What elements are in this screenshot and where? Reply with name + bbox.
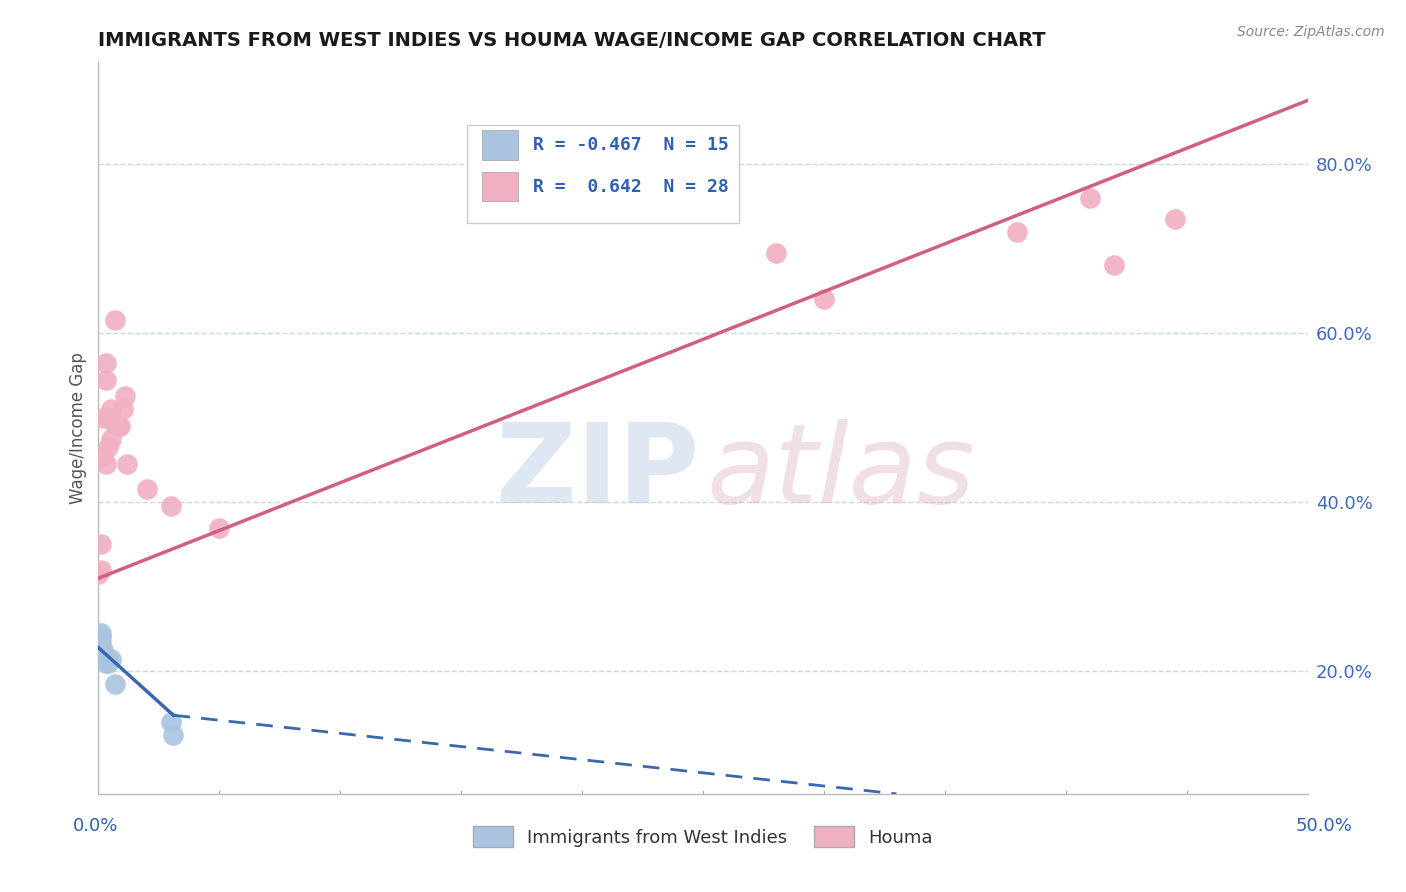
Point <box>91 648 114 662</box>
Point <box>100 402 122 417</box>
Point <box>160 714 183 729</box>
Bar <box>467 125 740 223</box>
Point <box>91 410 114 425</box>
Point <box>90 537 112 551</box>
Point <box>111 402 134 417</box>
Text: Source: ZipAtlas.com: Source: ZipAtlas.com <box>1237 25 1385 39</box>
Text: IMMIGRANTS FROM WEST INDIES VS HOUMA WAGE/INCOME GAP CORRELATION CHART: IMMIGRANTS FROM WEST INDIES VS HOUMA WAG… <box>98 30 1046 50</box>
Point <box>765 245 787 260</box>
Point <box>101 415 124 429</box>
Text: atlas: atlas <box>707 418 976 525</box>
Point <box>94 656 117 670</box>
Point <box>208 520 231 534</box>
Legend: Immigrants from West Indies, Houma: Immigrants from West Indies, Houma <box>465 819 941 855</box>
Point <box>87 567 110 582</box>
Point <box>91 651 114 665</box>
Point <box>1078 191 1101 205</box>
Bar <box>482 172 517 202</box>
Point <box>1102 259 1125 273</box>
Point <box>90 563 112 577</box>
Point <box>114 389 136 403</box>
Point <box>90 626 112 640</box>
Point <box>1163 211 1185 226</box>
Point <box>104 313 127 327</box>
Text: R =  0.642  N = 28: R = 0.642 N = 28 <box>533 178 728 195</box>
Text: ZIP: ZIP <box>496 418 699 525</box>
Point <box>135 483 157 497</box>
Point <box>87 651 110 665</box>
Point <box>91 449 114 463</box>
Point <box>97 651 120 665</box>
Point <box>100 432 122 446</box>
Point <box>97 410 120 425</box>
Point <box>162 728 184 742</box>
Point <box>117 457 139 471</box>
Point <box>94 372 117 386</box>
Point <box>104 677 127 691</box>
Point <box>90 631 112 645</box>
Point <box>107 419 129 434</box>
Y-axis label: Wage/Income Gap: Wage/Income Gap <box>69 352 87 504</box>
Point <box>94 356 117 370</box>
Text: 50.0%: 50.0% <box>1296 817 1353 835</box>
Point <box>91 643 114 657</box>
Point <box>90 634 112 648</box>
Point <box>94 457 117 471</box>
Point <box>1007 225 1029 239</box>
Point <box>97 440 120 454</box>
Point <box>97 656 120 670</box>
Point <box>94 651 117 665</box>
Bar <box>482 130 517 160</box>
Point <box>813 292 835 306</box>
Point <box>108 419 131 434</box>
Point <box>100 651 122 665</box>
Text: R = -0.467  N = 15: R = -0.467 N = 15 <box>533 136 728 154</box>
Point <box>160 500 183 514</box>
Text: 0.0%: 0.0% <box>73 817 118 835</box>
